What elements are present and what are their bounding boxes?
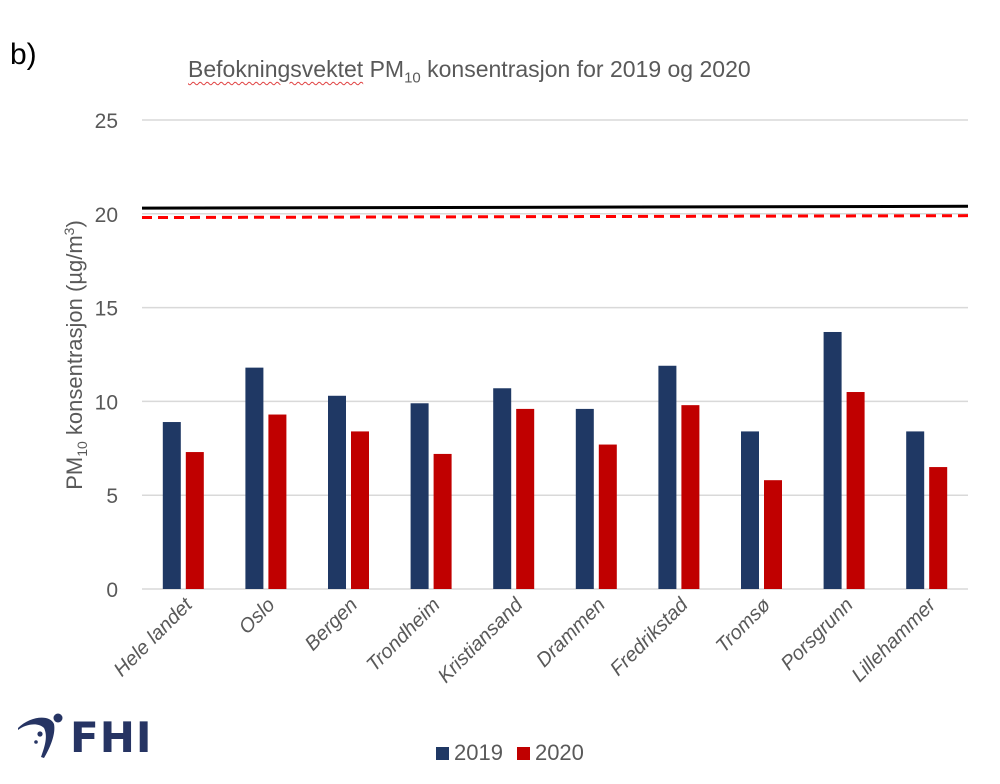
legend: 2019 2020 [436, 740, 584, 766]
x-tick-label: Fredrikstad [606, 593, 693, 680]
bar-2019-porsgrunn [823, 331, 842, 589]
bar-2019-bergen [328, 395, 346, 589]
limit-solid-line [141, 204, 969, 210]
logo-text: FHI [70, 712, 153, 762]
x-tick-label: Lillehammer [848, 593, 942, 687]
bar-2020-lillehammer [929, 467, 948, 589]
x-tick-label: Oslo [235, 594, 280, 639]
y-tick-label: 25 [95, 110, 118, 133]
x-tick-label: Hele landet [110, 593, 198, 681]
bar-2020-bergen [351, 431, 369, 589]
legend-label-2019: 2019 [454, 740, 503, 765]
y-axis-label: PM10 konsentrasjon (µg/m3) [61, 220, 90, 490]
bar-2019-hele-landet [162, 422, 181, 589]
bar-2020-tromsø [764, 480, 782, 589]
bar-2020-kristiansand [516, 408, 535, 589]
title-pm: PM10 [369, 56, 421, 87]
bar-2019-lillehammer [906, 431, 925, 589]
bar-2020-oslo [268, 414, 287, 589]
bar-2020-drammen [598, 444, 617, 589]
bar-2019-kristiansand [493, 388, 512, 589]
y-tick-label: 5 [106, 485, 118, 508]
y-tick-labels: 0 5 10 15 20 25 [95, 110, 118, 602]
fhi-swoosh-icon [18, 713, 63, 758]
legend-label-2020: 2020 [534, 740, 584, 765]
y-tick-label: 0 [106, 579, 118, 602]
y-tick-label: 15 [95, 298, 118, 321]
x-tick-labels: Hele landet Oslo Bergen TrondheimKristiansa… [110, 593, 941, 687]
reference-lines [141, 204, 969, 220]
x-tick-label: Tromsø [712, 594, 775, 657]
x-tick-label: Bergen [301, 594, 362, 655]
x-tick-label: Trondheim [363, 594, 445, 676]
title-suffix: konsentrasjon for 2019 og 2020 [427, 56, 751, 82]
x-tick-label: Drammen [532, 594, 610, 672]
bars [162, 331, 948, 589]
panel-label: b) [10, 38, 37, 71]
gridlines [142, 119, 968, 590]
y-tick-label: 10 [95, 391, 118, 414]
bar-2020-porsgrunn [846, 392, 865, 589]
legend-swatch-2020 [516, 746, 530, 760]
limit-dashed-line [141, 214, 969, 220]
fhi-logo: FHI [14, 712, 152, 762]
bar-2020-hele-landet [185, 452, 204, 589]
bar-2019-trondheim [410, 403, 429, 589]
legend-item-2020: 2020 [516, 740, 584, 766]
legend-item-2019: 2019 [436, 740, 503, 766]
bar-2019-oslo [245, 367, 264, 589]
bar-2019-tromsø [741, 431, 759, 589]
bar-2020-fredrikstad [681, 405, 700, 589]
bar-2020-trondheim [433, 453, 452, 589]
x-tick-label: Porsgrunn [777, 594, 858, 675]
title-prefix: Befokningsvektet [188, 56, 364, 82]
legend-swatch-2019 [436, 746, 449, 760]
bar-2019-fredrikstad [658, 365, 677, 589]
y-tick-label: 20 [95, 204, 118, 227]
x-tick-label: Kristiansand [434, 593, 528, 687]
bar-2019-drammen [575, 408, 594, 589]
chart-title: Befokningsvektet PM10 konsentrasjon for … [188, 56, 751, 87]
